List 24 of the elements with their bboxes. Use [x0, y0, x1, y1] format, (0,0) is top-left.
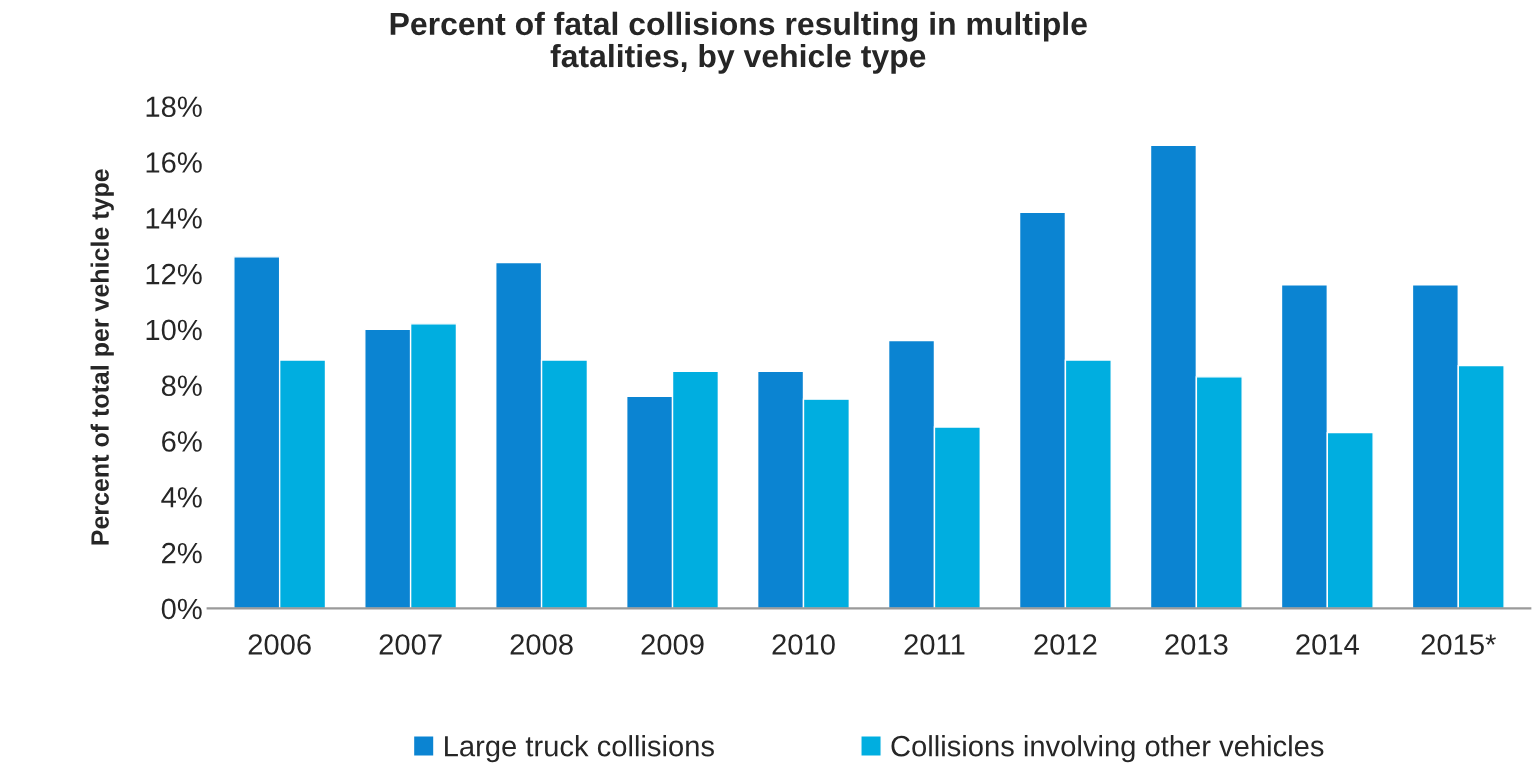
x-tick-label: 2014: [1296, 634, 1359, 655]
y-tick-label: 16%: [146, 152, 202, 173]
y-tick-label: 8%: [161, 375, 202, 397]
x-tick-label: 2010: [772, 634, 835, 655]
x-tick-label: 2012: [1034, 634, 1097, 655]
y-tick-label: 14%: [146, 208, 202, 229]
y-tick-label: 10%: [146, 319, 202, 341]
legend-label: Large truck collisions: [445, 735, 714, 763]
y-tick-label: 4%: [161, 487, 202, 508]
y-tick-label: 0%: [161, 598, 202, 620]
x-tick-label: 2009: [641, 634, 704, 655]
x-tick-label: 2007: [379, 634, 442, 655]
x-tick-label: 2011: [904, 634, 965, 655]
x-tick-label: 2013: [1165, 634, 1228, 655]
legend-label: Collisions involving other vehicles: [891, 735, 1324, 763]
x-tick-label: 2008: [510, 634, 573, 655]
chart-title: Percent of fatal collisions resulting in multiple fatalities, by vehicle type: [390, 11, 1087, 74]
y-axis-title: Percent of total per vehicle type: [90, 169, 114, 545]
y-tick-label: 18%: [146, 96, 202, 118]
y-tick-label: 2%: [162, 542, 202, 564]
y-tick-label: 6%: [162, 431, 202, 452]
y-tick-label: 12%: [146, 263, 202, 285]
x-tick-label: 2006: [248, 634, 311, 655]
x-tick-label: 2015*: [1421, 634, 1496, 655]
